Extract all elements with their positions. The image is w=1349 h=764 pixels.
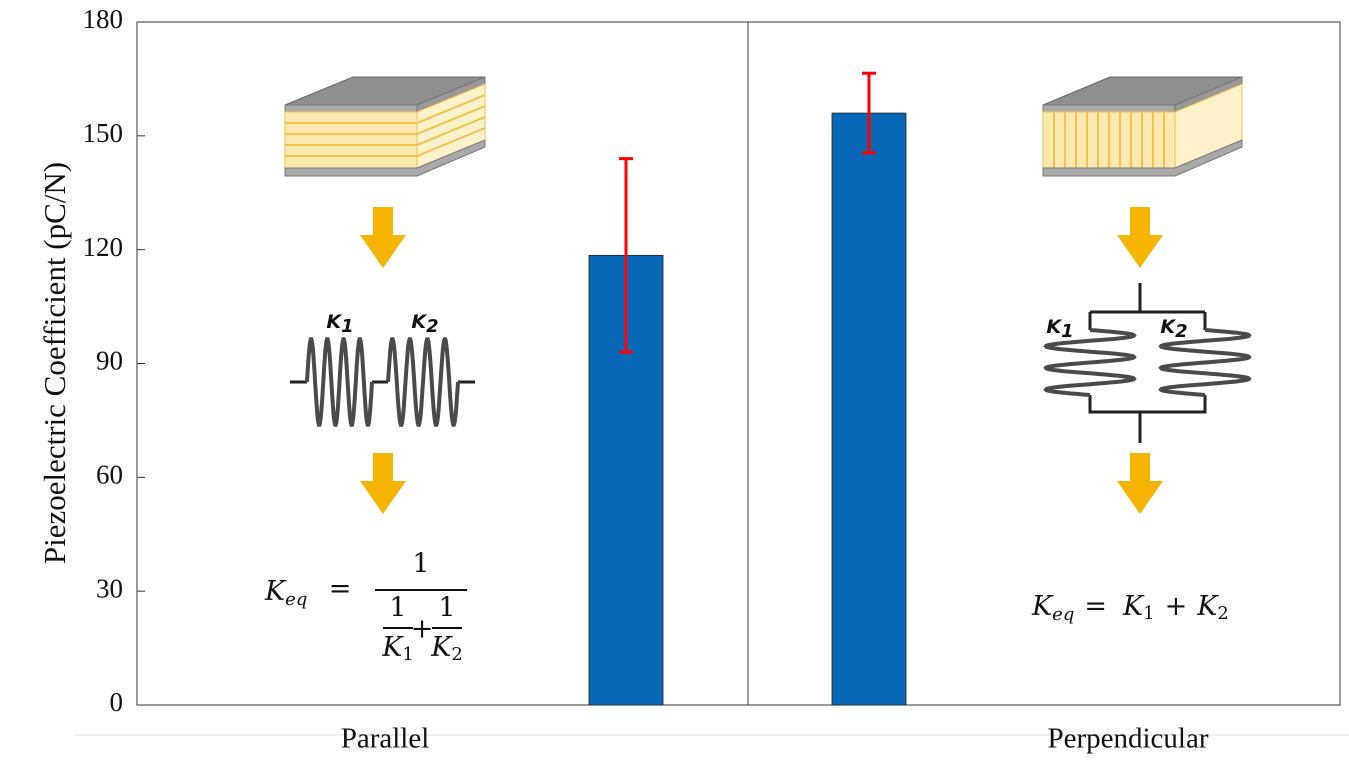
spring-label-sub: 1 (1061, 321, 1074, 342)
y-tick-label: 0 (110, 687, 124, 717)
chart: Piezoelectric Coefficient (pC/N) K1 K2 K… (0, 0, 1349, 764)
parallel-formula: Keq = 1 1 K1 + 1 K2 (264, 549, 467, 666)
formula-numerator: 1 (412, 549, 429, 580)
formula-base: K (1122, 591, 1145, 622)
spring-label-sub: 1 (341, 316, 354, 337)
spring-label: K1 (326, 311, 353, 338)
formula-base: K (1031, 591, 1054, 622)
coil (1046, 330, 1134, 395)
formula-numerator: 1 (438, 593, 455, 624)
formula-lhs: Keq (264, 576, 307, 611)
formula-base: K (1196, 591, 1219, 622)
y-tick-label: 180 (83, 4, 124, 34)
spring-label-sub: 2 (426, 316, 439, 337)
spring-label-sub: 2 (1175, 321, 1188, 342)
formula-sub: 1 (1143, 603, 1154, 624)
formula-sub: 1 (402, 644, 413, 665)
formula-plus: + (411, 614, 434, 645)
formula-equals: = (1084, 591, 1107, 622)
y-tick-label: 90 (96, 346, 123, 376)
spring-label-base: K (1046, 316, 1062, 338)
perpendicular-block (1043, 77, 1242, 176)
spring-label-base: K (411, 311, 427, 333)
spring-label: K2 (411, 311, 438, 338)
formula-sub: eq (285, 589, 307, 610)
bar (832, 113, 906, 705)
y-tick-label: 30 (96, 573, 123, 603)
spring-label-base: K (326, 311, 342, 333)
y-tick-label: 60 (96, 460, 123, 490)
spring-label: K1 (1046, 316, 1073, 343)
formula-base: K (430, 632, 453, 663)
coil (307, 339, 372, 425)
spring-label: K2 (1160, 316, 1187, 343)
arrows (360, 207, 1163, 514)
springs (290, 283, 1249, 443)
formula-base: K (264, 576, 287, 607)
formula-equals: = (329, 574, 352, 605)
x-tick-label: Perpendicular (1047, 723, 1208, 755)
formula-sub: 2 (451, 644, 462, 665)
perpendicular-formula: Keq=K1+K2 (1031, 591, 1229, 626)
parallel-block (285, 77, 485, 176)
formula-sub: 2 (1217, 603, 1228, 624)
formula-base: K (381, 632, 404, 663)
formula-plus: + (1165, 591, 1188, 622)
coil (388, 339, 458, 425)
formula-numerator: 1 (389, 593, 406, 624)
formula-sub: eq (1052, 604, 1074, 625)
y-tick-label: 120 (83, 232, 124, 262)
y-axis-label: Piezoelectric Coefficient (pC/N) (37, 162, 72, 564)
formula-term: K1 (381, 632, 414, 666)
x-tick-label: Parallel (341, 723, 430, 755)
y-tick-label: 150 (83, 118, 124, 148)
formula-term: K2 (430, 632, 463, 666)
spring-label-base: K (1160, 316, 1176, 338)
